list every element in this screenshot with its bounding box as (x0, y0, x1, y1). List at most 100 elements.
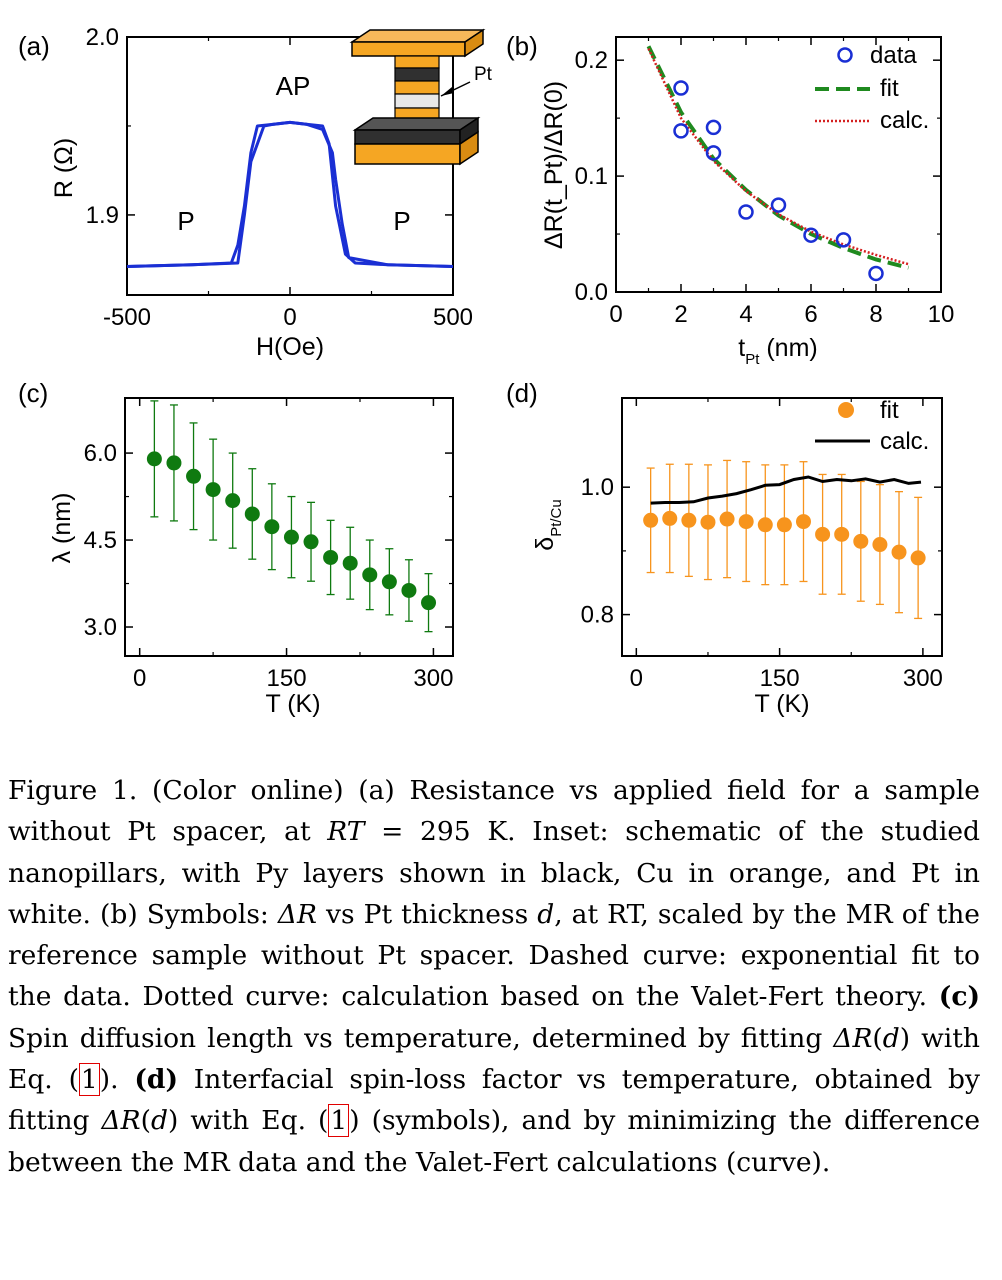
y-tick-label: 1.0 (581, 474, 614, 501)
panel-d-marks (643, 459, 926, 620)
data-point (342, 555, 358, 571)
legend-fit-label-d: fit (880, 397, 899, 424)
data-point (795, 514, 811, 530)
data-point (205, 482, 221, 498)
fit-curve (646, 45, 909, 270)
calc-curve (650, 475, 922, 505)
y-tick-label: 0.8 (581, 602, 614, 629)
y-tick-label: 0.2 (575, 47, 608, 74)
data-point (283, 529, 299, 545)
calc-curve (647, 48, 909, 266)
x-tick-label: 4 (739, 301, 752, 328)
data-point (868, 265, 884, 282)
x-tick-label: -500 (103, 304, 151, 331)
panel-a-curves (126, 120, 454, 268)
panel-a-p-right-annotation: P (393, 206, 410, 236)
panel-b-label: (b) (506, 31, 538, 61)
x-tick-label: 150 (267, 665, 307, 692)
x-tick-label: 0 (609, 301, 622, 328)
data-point (770, 197, 787, 213)
panel-d-xlabel: T (K) (754, 690, 809, 718)
panel-a-ticks: -500 0 500 1.9 2.0 (86, 24, 473, 331)
data-point (662, 510, 678, 526)
data-point (303, 534, 319, 550)
panel-d-frame (621, 397, 943, 657)
data-point (738, 514, 754, 530)
panel-c-ticks: 0 150 300 3.0 4.5 6.0 (84, 398, 453, 692)
panel-a-p-left-annotation: P (177, 206, 194, 236)
x-tick-label: 0 (630, 665, 643, 692)
data-point (757, 517, 773, 533)
data-point (681, 512, 697, 528)
nanopillar-inset: Pt (349, 28, 493, 166)
data-point (834, 526, 850, 542)
x-tick-label: 6 (804, 301, 817, 328)
figure-caption: Figure 1. (Color online) (a) Resistance … (8, 775, 981, 1178)
panel-b-ticks: 0 2 4 6 8 10 0.0 0.1 0.2 (575, 37, 955, 328)
data-point (362, 567, 378, 583)
x-tick-label: 10 (928, 301, 955, 328)
equation-reference-1[interactable]: 1 (78, 1063, 100, 1097)
panel-a-label: (a) (18, 31, 50, 61)
panel-c-ylabel: λ (nm) (48, 493, 76, 564)
data-point (323, 549, 339, 565)
data-point (705, 119, 722, 136)
panel-d: (d) 0 150 300 0.8 1.0 fit calc. T (K) δPt/Cu (506, 378, 943, 718)
y-tick-label: 3.0 (84, 614, 117, 641)
data-point (776, 517, 792, 533)
panel-d-ylabel: δPt/Cu (531, 499, 565, 550)
y-tick-label: 4.5 (84, 527, 117, 554)
data-point (421, 595, 437, 611)
panel-b-legend: data fit calc. (815, 42, 929, 134)
panel-a-ap-annotation: AP (276, 71, 311, 101)
y-tick-label: 2.0 (86, 24, 119, 51)
panel-c-marks (146, 400, 437, 633)
panel-c-frame (124, 397, 454, 657)
data-point (803, 227, 819, 243)
y-tick-label: 1.9 (86, 202, 119, 229)
y-tick-label: 0.1 (575, 163, 608, 190)
panel-b: (b) 0 2 4 6 8 10 0.0 0.1 0.2 data fit calc. tPt … (506, 31, 954, 368)
panel-d-legend: fit calc. (815, 397, 929, 455)
data-point (401, 582, 417, 598)
legend-calc-label: calc. (880, 107, 929, 134)
resistance-curve-2 (126, 120, 454, 268)
panel-a: (a) -500 0 500 1.9 2.0 AP P P H(Oe) R (Ω) (18, 24, 493, 361)
panel-b-xlabel: tPt (nm) (738, 334, 817, 368)
y-tick-label: 0.0 (575, 279, 608, 306)
data-point (264, 519, 280, 535)
x-tick-label: 300 (413, 665, 453, 692)
data-point (872, 537, 888, 553)
x-tick-label: 150 (760, 665, 800, 692)
panel-c: (c) 0 150 300 3.0 4.5 6.0 T (K) λ (nm) (18, 378, 454, 718)
legend-fit-marker (838, 402, 854, 418)
data-point (673, 80, 689, 96)
legend-data-label: data (870, 42, 917, 69)
data-point (381, 574, 397, 590)
data-point (166, 455, 182, 471)
equation-reference-2[interactable]: 1 (328, 1104, 350, 1138)
x-tick-label: 0 (283, 304, 296, 331)
panel-b-marks (646, 45, 909, 282)
y-tick-label: 6.0 (84, 440, 117, 467)
data-point (186, 468, 202, 484)
x-tick-label: 500 (433, 304, 473, 331)
panel-b-ylabel: ΔR(t_Pt)/ΔR(0) (540, 81, 568, 249)
panel-d-label: (d) (506, 378, 538, 408)
panel-a-ylabel: R (Ω) (50, 138, 78, 198)
data-point (891, 544, 907, 560)
data-point (643, 512, 659, 528)
data-point (225, 493, 241, 509)
data-point (815, 526, 831, 542)
data-point (146, 451, 162, 467)
panel-c-xlabel: T (K) (265, 690, 320, 718)
data-point (738, 204, 754, 220)
data-point (719, 511, 735, 527)
data-point (673, 123, 689, 139)
data-point (835, 232, 852, 248)
data-point (910, 550, 926, 566)
panel-c-label: (c) (18, 378, 48, 408)
x-tick-label: 0 (133, 665, 146, 692)
x-tick-label: 300 (903, 665, 943, 692)
panel-a-xlabel: H(Oe) (256, 333, 324, 361)
